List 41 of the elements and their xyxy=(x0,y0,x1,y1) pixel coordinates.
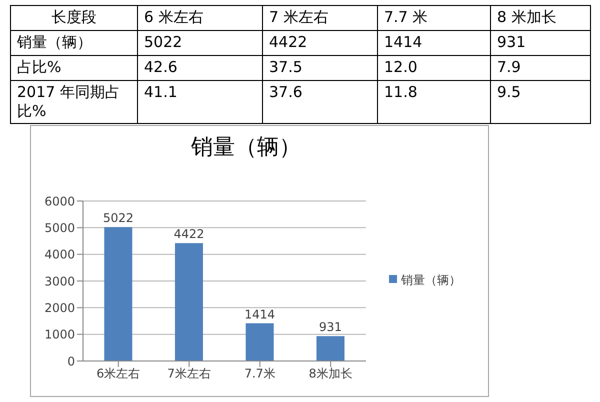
data-label: 12.0 xyxy=(378,56,490,80)
x-tick-label: 7.7米 xyxy=(244,366,276,381)
x-tick-label: 8米加长 xyxy=(308,366,352,381)
legend-label: 销量（辆） xyxy=(401,272,461,286)
text: 2017 年同期占比% xyxy=(17,83,120,120)
y-tick-label: 6000 xyxy=(44,194,75,208)
data-label: 37.6 xyxy=(262,80,378,124)
category-label: 8 米加长 xyxy=(497,8,556,26)
y-tick-label: 2000 xyxy=(44,300,75,315)
bar xyxy=(246,323,274,361)
y-tick-label: 4000 xyxy=(44,248,75,262)
data-label: 931 xyxy=(490,30,590,56)
y-tick-label: 3000 xyxy=(44,274,75,288)
data-label: 37.5 xyxy=(262,56,378,80)
y-tick-label: 5000 xyxy=(44,220,75,235)
data-label: 11.8 xyxy=(378,80,490,124)
x-tick-label: 6米左右 xyxy=(96,366,140,381)
text: 长度段 xyxy=(52,8,96,26)
category-label: 6 米左右 xyxy=(144,8,204,26)
data-label: 931 xyxy=(319,320,342,334)
x-tick-label: 7米左右 xyxy=(167,366,211,381)
data-label: 5022 xyxy=(138,30,262,56)
data-label: 42.6 xyxy=(138,56,262,80)
data-label: 41.1 xyxy=(138,80,262,124)
data-label: 4422 xyxy=(174,227,204,242)
chart-title: 销量（辆） xyxy=(191,135,301,160)
category-label: 7.7 米 xyxy=(384,8,428,26)
text: 占比% xyxy=(17,58,62,76)
data-label: 9.5 xyxy=(490,80,590,124)
data-label: 4422 xyxy=(262,30,378,56)
text: 销量（辆） xyxy=(17,33,92,51)
y-tick-label: 0 xyxy=(67,354,75,368)
data-label: 5022 xyxy=(102,211,134,226)
bar xyxy=(174,243,203,361)
data-label: 7.9 xyxy=(490,56,590,80)
data-label: 1414 xyxy=(378,30,490,56)
data-label: 1414 xyxy=(244,307,275,322)
y-tick-label: 1000 xyxy=(44,328,75,342)
category-label: 7 米左右 xyxy=(269,8,328,26)
bar xyxy=(316,336,344,361)
bar xyxy=(104,227,132,361)
